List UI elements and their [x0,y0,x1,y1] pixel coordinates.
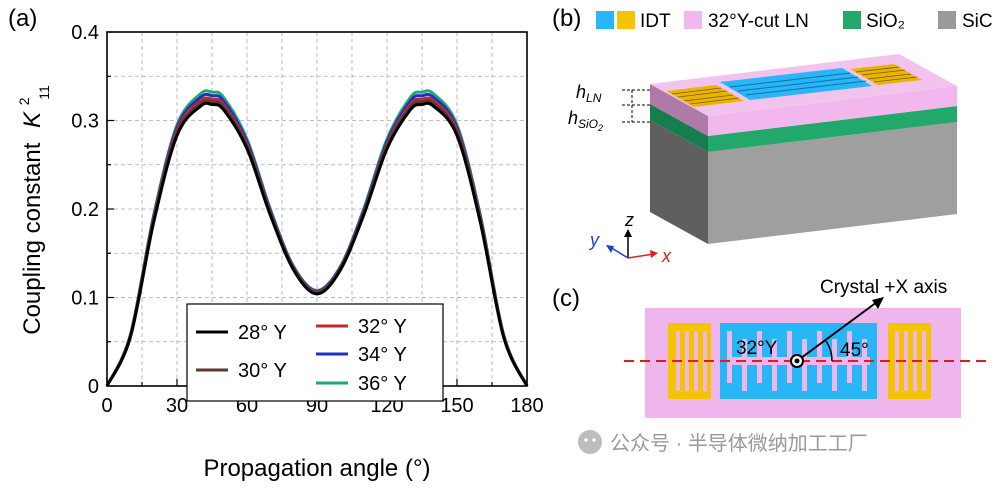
sio2-swatch [843,11,861,29]
y-axis-arrow [609,246,629,259]
axis-z-label: z [624,210,634,230]
svg-text:Coupling constant K: Coupling constant K 2 11 [8,85,52,335]
ln-swatch [684,11,702,29]
chart-legend: 28° Y 32° Y 30° Y 34° Y 36° Y [186,303,444,402]
idt-yellow-fingers [671,66,918,105]
ln-front-face [708,86,957,136]
chart-grid [107,32,527,386]
y-tick-label: 0 [88,376,99,398]
legend-entry-label: 32° Y [358,316,407,338]
x-tick-label: 150 [440,395,473,417]
axis-x-label: x [661,246,672,266]
idt-right-pad [850,64,922,85]
legend-entry-label: 30° Y [238,360,287,382]
sic-swatch [938,11,956,29]
y-axis-label-symbol: K [19,111,46,128]
axis-y-label: y [588,230,600,250]
legend-entry-label: 28° Y [238,322,287,344]
watermark: 公众号 · 半导体微纳加工工厂 [578,430,868,455]
legend-entry-label: 36° Y [358,373,407,395]
y-tick-label: 0.4 [71,22,99,44]
top-view: 32°Y 45° Crystal +X axis [624,277,990,418]
sio2-side-face [650,104,708,152]
crystal-axis-arrow [796,301,878,362]
h-sio2-label: hSiO2 [568,108,603,133]
idt-blue-swatch [596,11,614,29]
x-axis-label: Propagation angle (°) [203,455,430,482]
sic-front-face [708,122,957,244]
sic-side-face [650,120,708,244]
y-tick-label: 0.2 [71,199,99,221]
y-axis-label-sub: 11 [36,85,52,100]
right-reflector [888,323,931,399]
wechat-icon [578,430,602,454]
idt-yellow-swatch [617,11,635,29]
panel-c-label: (c) [552,285,580,312]
x-tick-label: 0 [101,395,112,417]
thickness-markers [622,89,650,123]
y-axis-label: Coupling constant K 2 11 [8,85,52,335]
idt-left-pad [666,85,744,107]
legend-sio2-label: SiO₂ [866,11,905,32]
material-legend: IDT 32°Y-cut LN SiO₂ SiC [596,11,993,32]
y-axis-label-prefix: Coupling constant [19,142,46,334]
watermark-text: 公众号 · 半导体微纳加工工厂 [610,432,868,455]
device-3d-block: hLN hSiO2 [568,54,957,244]
cut-angle-label: 32°Y [736,338,778,359]
legend-idt-label: IDT [640,11,671,32]
y-tick-label: 0.3 [71,111,99,133]
ln-side-face [650,84,708,136]
h-ln-label: hLN [576,82,602,105]
y-axis-label-sup: 2 [16,97,32,105]
legend-ln-label: 32°Y-cut LN [708,11,809,32]
crystal-axis-label: Crystal +X axis [820,277,947,298]
chart-series [105,89,529,387]
legend-sic-label: SiC [962,11,993,32]
coordinate-axes: z y x [588,210,672,266]
legend-box [186,303,444,402]
x-tick-label: 180 [510,395,543,417]
legend-entry-label: 34° Y [358,344,407,366]
panel-b-label: (b) [552,5,581,32]
series-line-28-y [105,101,529,387]
x-tick-label: 30 [166,395,188,417]
idt-blue-fingers [729,72,867,96]
rotation-angle-label: 45° [840,340,869,361]
panel-a-label: (a) [8,5,37,32]
sio2-front-face [708,106,957,152]
angle-arc [825,340,833,362]
x-axis-arrow [627,253,655,259]
y-tick-label: 0.1 [71,288,99,310]
